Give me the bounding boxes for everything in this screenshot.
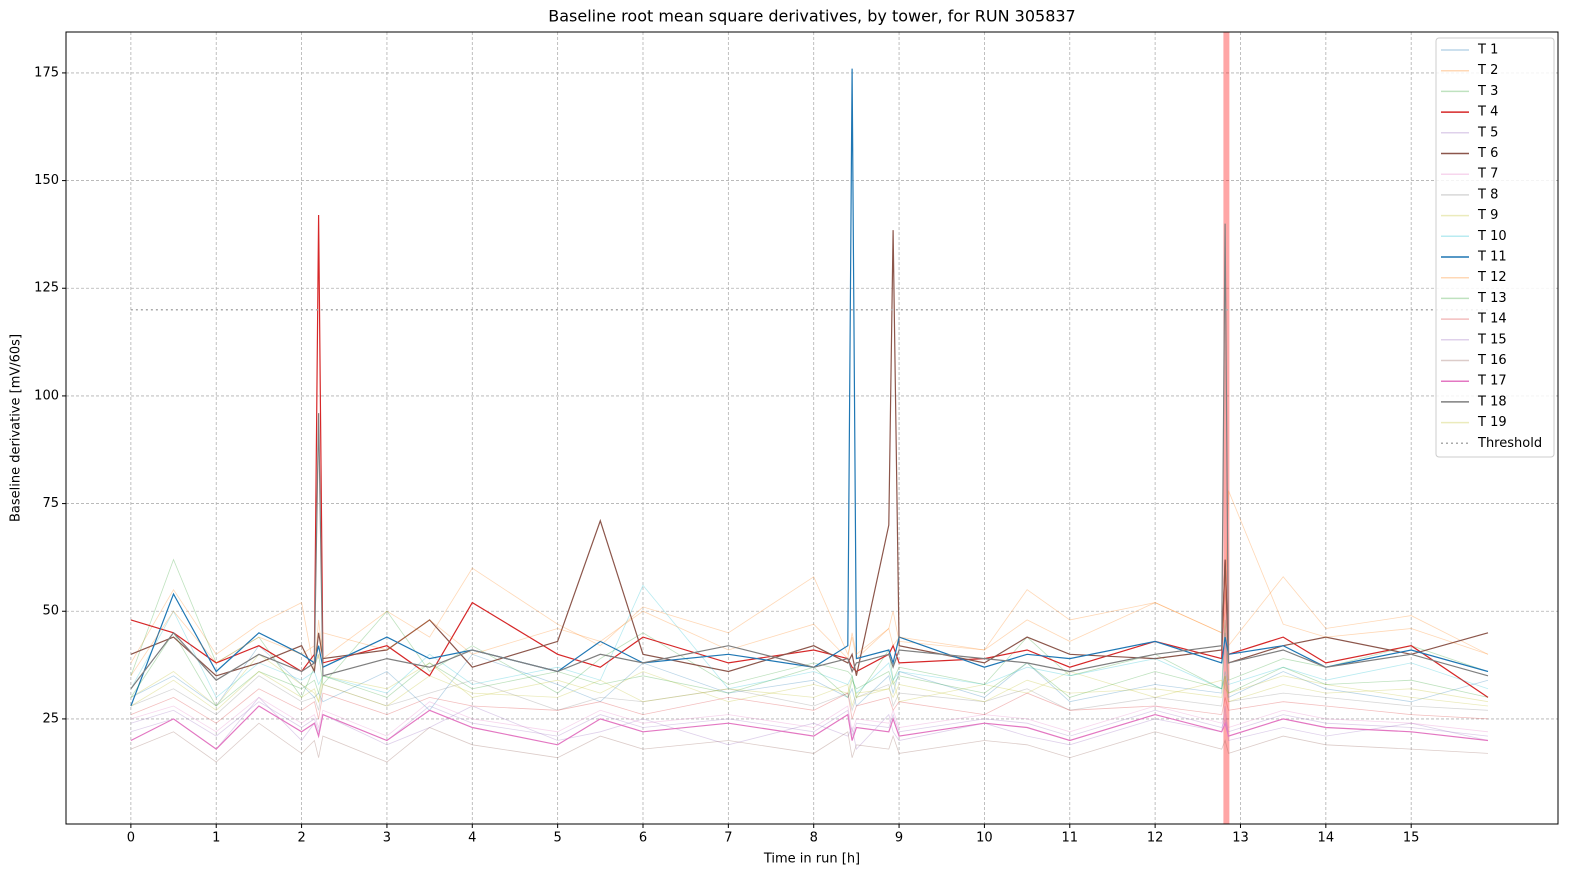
series-line (130, 705, 1489, 750)
y-axis-label: Baseline derivative [mV/60s] (9, 334, 24, 522)
x-tick-label: 4 (468, 831, 476, 846)
legend-box (1435, 37, 1555, 458)
x-tick-label: 14 (1318, 831, 1335, 846)
legend-label: T 5 (1477, 125, 1498, 140)
y-tick-label: 25 (42, 711, 59, 726)
x-tick-label: 15 (1403, 831, 1420, 846)
series-line (130, 688, 1489, 724)
series-line (130, 223, 1489, 690)
series-line (130, 696, 1489, 737)
legend-label: T 12 (1477, 270, 1507, 285)
legend-label: T 7 (1477, 167, 1498, 182)
legend-label: T 11 (1477, 250, 1507, 265)
x-axis-label: Time in run [h] (763, 852, 860, 867)
legend-label: T 1 (1477, 43, 1498, 58)
x-tick-label: 2 (297, 831, 305, 846)
series-line (130, 584, 1489, 699)
legend: T 1 T 2 T 3 T 4 T 5 T 6 T 7 T 8 T 9 T 10 T 11 T 12 T… (1435, 37, 1555, 458)
y-tick-label: 75 (42, 496, 59, 511)
legend-label: T 6 (1477, 146, 1498, 161)
series-line (130, 558, 1489, 699)
legend-label: T 13 (1477, 291, 1507, 306)
series-line (130, 632, 1489, 711)
y-tick-label: 100 (34, 388, 59, 403)
series-line (130, 490, 1489, 677)
series-line (130, 675, 1489, 716)
legend-label: T 15 (1477, 332, 1507, 347)
y-tick-label: 175 (34, 65, 59, 80)
legend-label: T 18 (1477, 394, 1507, 409)
legend-label: T 8 (1477, 187, 1498, 202)
legend-label: Threshold (1477, 436, 1542, 451)
series-line (130, 214, 1489, 698)
y-tick-label: 125 (34, 281, 59, 296)
chart-title: Baseline root mean square derivatives, b… (548, 7, 1075, 26)
x-tick-label: 9 (895, 831, 903, 846)
x-tick-label: 5 (554, 831, 562, 846)
series-line (130, 701, 1489, 741)
series-line (130, 68, 1489, 707)
y-tick-label: 50 (42, 604, 59, 619)
series-line (130, 230, 1489, 677)
x-tick-label: 3 (383, 831, 391, 846)
legend-label: T 14 (1477, 312, 1507, 327)
x-tick-label: 1 (212, 831, 220, 846)
series-line (130, 671, 1489, 711)
legend-label: T 16 (1477, 353, 1507, 368)
x-tick-label: 11 (1061, 831, 1078, 846)
x-tick-label: 0 (127, 831, 135, 846)
legend-label: T 9 (1477, 208, 1498, 223)
legend-label: T 2 (1477, 63, 1498, 78)
x-tick-label: 12 (1147, 831, 1164, 846)
legend-label: T 19 (1477, 415, 1507, 430)
x-tick-label: 7 (724, 831, 732, 846)
x-tick-label: 13 (1232, 831, 1249, 846)
legend-label: T 17 (1477, 374, 1507, 389)
legend-label: T 3 (1477, 84, 1498, 99)
x-tick-label: 8 (810, 831, 818, 846)
plot-frame (65, 31, 1559, 825)
legend-label: T 10 (1477, 229, 1507, 244)
series-line (130, 567, 1489, 672)
x-tick-label: 10 (976, 831, 993, 846)
series-line (130, 632, 1489, 707)
x-tick-label: 6 (639, 831, 647, 846)
y-tick-label: 150 (34, 173, 59, 188)
legend-label: T 4 (1477, 105, 1498, 120)
series-line (130, 653, 1489, 707)
series-line (130, 722, 1489, 763)
